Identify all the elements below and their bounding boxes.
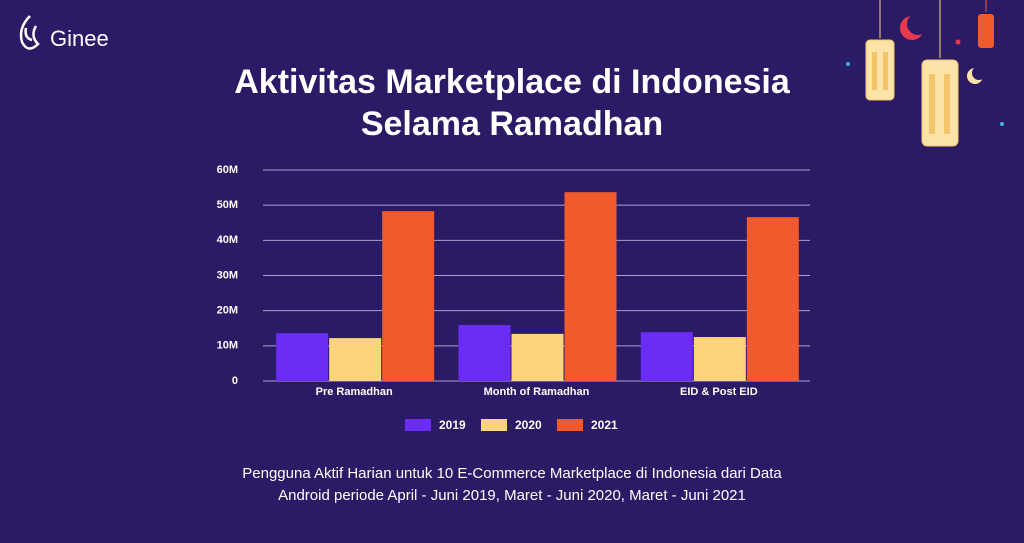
bar [458, 325, 511, 381]
bar [329, 338, 382, 381]
y-tick-label: 10M [217, 340, 238, 352]
legend-label: 2021 [591, 418, 618, 432]
caption: Pengguna Aktif Harian untuk 10 E-Commerc… [242, 465, 782, 482]
legend-swatch [405, 419, 431, 431]
chart-title: Aktivitas Marketplace di Indonesia [234, 63, 791, 101]
bar [693, 337, 746, 381]
bar [511, 333, 564, 381]
x-tick-label: Pre Ramadhan [316, 386, 393, 398]
bar [382, 211, 435, 381]
x-tick-label: EID & Post EID [680, 386, 758, 398]
chart-title: Selama Ramadhan [361, 105, 663, 143]
y-tick-label: 40M [217, 234, 238, 246]
legend-label: 2020 [515, 418, 542, 432]
logo-icon [19, 15, 40, 50]
x-tick-label: Month of Ramadhan [484, 386, 590, 398]
bar [640, 332, 693, 381]
legend-label: 2019 [439, 418, 466, 432]
legend-swatch [557, 419, 583, 431]
caption: Android periode April - Juni 2019, Maret… [278, 487, 746, 504]
bar [276, 333, 329, 381]
bar [746, 217, 799, 381]
y-tick-label: 20M [217, 305, 238, 317]
legend-swatch [481, 419, 507, 431]
y-tick-label: 50M [217, 199, 238, 211]
y-tick-label: 0 [232, 375, 238, 387]
decoration [846, 0, 1004, 147]
y-tick-label: 60M [217, 164, 238, 176]
y-tick-label: 30M [217, 269, 238, 281]
bar [564, 192, 617, 381]
brand: Ginee [50, 26, 109, 51]
